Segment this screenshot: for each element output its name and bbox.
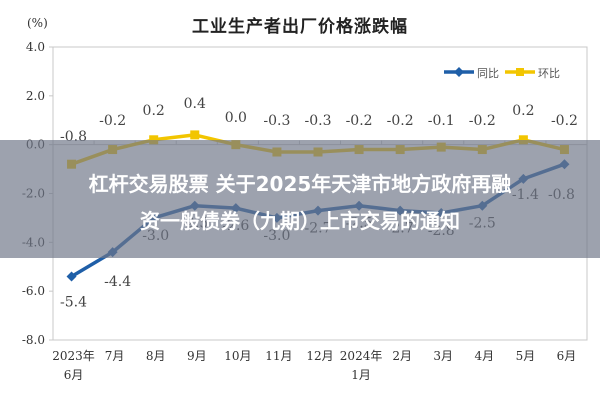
x-tick-label: 2月 xyxy=(392,349,412,363)
mom-data-label: -0.1 xyxy=(428,113,455,129)
x-tick-label: 4月 xyxy=(474,349,494,363)
x-tick-label: 3月 xyxy=(433,349,453,363)
mom-data-label: 0.4 xyxy=(184,96,206,112)
y-tick-label: -8.0 xyxy=(22,333,45,347)
x-tick-label: 2024年 xyxy=(340,349,383,363)
x-tick-label: 10月 xyxy=(224,349,251,363)
headline-line-1: 杠杆交易股票 关于2025年天津市地方政府再融 xyxy=(88,172,512,196)
x-tick-label: 5月 xyxy=(516,349,536,363)
yoy-data-label: -5.4 xyxy=(60,295,87,311)
mom-data-label: 0.2 xyxy=(143,103,165,119)
mom-data-label: -0.2 xyxy=(387,113,414,129)
y-tick-label: 2.0 xyxy=(26,89,45,103)
yoy-data-label: -4.4 xyxy=(104,274,131,290)
x-tick-label: 9月 xyxy=(187,349,207,363)
chart-title: 工业生产者出厂价格涨跌幅 xyxy=(192,17,408,37)
legend-label: 环比 xyxy=(538,67,560,80)
y-tick-label: -6.0 xyxy=(22,284,45,298)
mom-data-label: -0.2 xyxy=(551,113,578,129)
data-point-marker xyxy=(149,135,159,145)
mom-data-label: 0.0 xyxy=(225,110,247,126)
mom-data-label: 0.2 xyxy=(512,103,534,119)
x-tick-label: 12月 xyxy=(306,349,333,363)
x-tick-label: 7月 xyxy=(105,349,125,363)
mom-data-label: -0.3 xyxy=(305,113,332,129)
mom-data-label: -0.2 xyxy=(346,113,373,129)
data-point-marker xyxy=(66,271,77,282)
mom-data-label: -0.2 xyxy=(99,113,126,129)
legend-label: 同比 xyxy=(477,67,499,80)
headline-overlay xyxy=(0,140,600,258)
legend-marker xyxy=(454,67,464,77)
x-tick-label: 6月 xyxy=(557,349,577,363)
x-tick-label: 6月 xyxy=(64,368,84,382)
x-tick-label: 2023年 xyxy=(52,349,95,363)
y-axis-unit: (%) xyxy=(27,16,48,30)
y-tick-label: 4.0 xyxy=(26,40,45,54)
mom-data-label: -0.2 xyxy=(469,113,496,129)
data-point-marker xyxy=(190,130,200,140)
data-point-marker xyxy=(518,135,528,145)
x-tick-label: 8月 xyxy=(146,349,166,363)
headline-line-2: 资一般债券（九期）上市交易的通知 xyxy=(140,209,460,233)
x-tick-label: 1月 xyxy=(351,368,371,382)
mom-data-label: -0.3 xyxy=(263,113,290,129)
x-tick-label: 11月 xyxy=(265,349,292,363)
legend-marker xyxy=(516,68,524,76)
